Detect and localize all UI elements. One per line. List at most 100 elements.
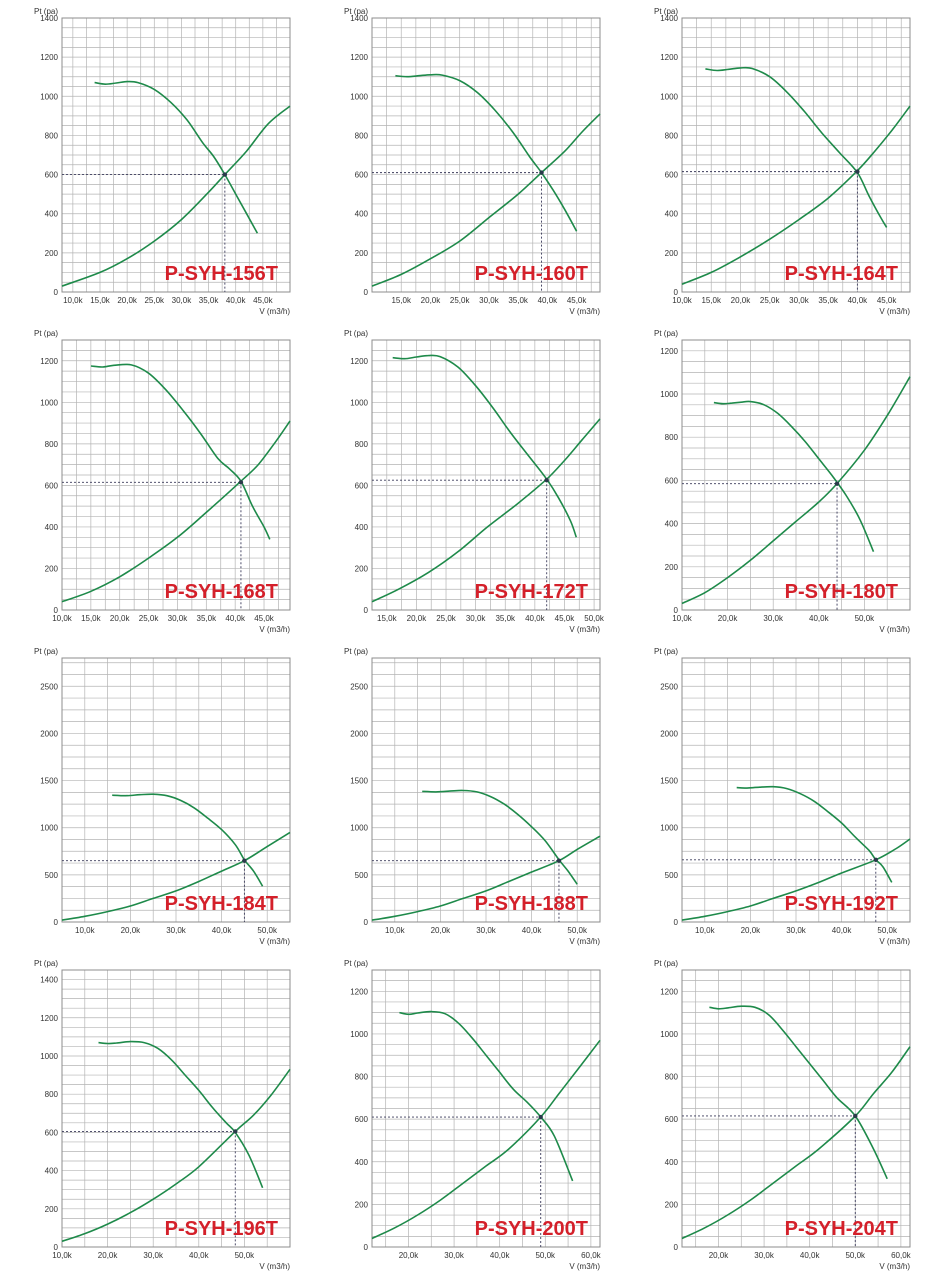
- model-label: P-SYH-168T: [165, 581, 278, 603]
- operating-point-marker: [873, 857, 878, 862]
- x-tick-label: 40,0k: [525, 614, 546, 623]
- fan-curve: [422, 789, 578, 885]
- fan-curve: [395, 73, 578, 232]
- chart-panel-11: 0 200 400 600 800 1000 1200 20,0k 30,0k 40,0k 50,0…: [310, 952, 620, 1277]
- y-tick-label: 1400: [660, 14, 678, 23]
- y-tick-label: 1000: [660, 1030, 678, 1039]
- y-tick-label: 800: [355, 1073, 369, 1082]
- y-tick-label: 0: [54, 288, 59, 297]
- grid: [371, 658, 601, 923]
- x-tick-label: 10,0k: [63, 296, 84, 305]
- x-tick-label: 50,0k: [535, 1251, 556, 1260]
- x-tick-label: 25,0k: [450, 296, 471, 305]
- y-tick-label: 1200: [40, 357, 58, 366]
- operating-point-marker: [556, 858, 562, 863]
- chart-panel-3: 0 200 400 600 800 1000 1200 1400 10,0k 15,0k 20,0k…: [620, 0, 930, 322]
- x-tick-label: 40,0k: [226, 296, 247, 305]
- x-axis-label: V (m3/h): [259, 1262, 290, 1271]
- y-tick-label: 200: [665, 1200, 679, 1209]
- y-tick-label: 800: [45, 131, 59, 140]
- x-tick-label: 30,0k: [754, 1251, 775, 1260]
- x-tick-label: 40,0k: [809, 614, 830, 623]
- y-tick-label: 800: [665, 131, 679, 140]
- x-tick-label: 20,0k: [731, 296, 752, 305]
- chart-panel-2: 0 200 400 600 800 1000 1200 1400 15,0k 20,0k 25,0k…: [310, 0, 620, 322]
- x-tick-label: 10,0k: [52, 1251, 73, 1260]
- chart-svg: 0 200 400 600 800 1000 1200 20,0k 30,0k 40,0k 50,0…: [654, 959, 912, 1271]
- y-tick-label: 600: [355, 171, 369, 180]
- y-tick-label: 400: [665, 1158, 679, 1167]
- x-tick-label: 40,0k: [832, 926, 853, 935]
- chart-panel-9: 0 500 1000 1500 2000 2500 10,0k 20,0k 30,0k 40,0k…: [620, 640, 930, 952]
- y-tick-label: 600: [355, 481, 369, 490]
- x-tick-label: 40,0k: [490, 1251, 511, 1260]
- y-tick-label: 2000: [350, 729, 368, 738]
- x-tick-label: 50,0k: [257, 926, 278, 935]
- y-tick-label: 0: [364, 1243, 369, 1252]
- x-tick-label: 40,0k: [212, 926, 233, 935]
- y-tick-label: 400: [355, 523, 369, 532]
- plot-frame: [371, 339, 601, 611]
- x-tick-label: 15,0k: [391, 296, 412, 305]
- system-curve: [371, 1039, 601, 1240]
- operating-point-marker: [853, 1113, 858, 1119]
- y-tick-label: 1200: [350, 987, 368, 996]
- y-tick-label: 1200: [350, 357, 368, 366]
- chart-panel-7: 0 500 1000 1500 2000 2500 10,0k 20,0k 30,0k 40,0k…: [0, 640, 310, 952]
- grid: [61, 969, 291, 1248]
- x-tick-label: 35,0k: [508, 296, 529, 305]
- y-tick-label: 1000: [660, 92, 678, 101]
- grid: [61, 339, 290, 611]
- plot-frame: [681, 17, 911, 293]
- x-axis-label: V (m3/h): [259, 307, 290, 316]
- plot-frame: [371, 969, 601, 1248]
- y-tick-label: 600: [665, 476, 679, 485]
- operating-point-marker: [538, 1114, 543, 1120]
- x-tick-label: 30,0k: [479, 296, 500, 305]
- chart-panel-8: 0 500 1000 1500 2000 2500 10,0k 20,0k 30,0k 40,0k…: [310, 640, 620, 952]
- x-tick-label: 35,0k: [818, 296, 839, 305]
- y-axis-label: Pt (pa): [34, 959, 58, 968]
- y-tick-label: 0: [364, 918, 369, 927]
- x-tick-label: 30,0k: [763, 614, 784, 623]
- y-tick-label: 0: [54, 606, 59, 615]
- x-tick-label: 30,0k: [786, 926, 807, 935]
- y-tick-label: 600: [45, 171, 59, 180]
- y-tick-label: 0: [674, 918, 679, 927]
- y-axis-label: Pt (pa): [344, 7, 368, 16]
- y-tick-label: 1400: [40, 14, 58, 23]
- operating-point-marker: [544, 477, 549, 483]
- y-tick-label: 400: [355, 1158, 369, 1167]
- y-tick-label: 500: [45, 871, 59, 880]
- x-tick-label: 40,0k: [848, 296, 869, 305]
- x-axis-label: V (m3/h): [259, 937, 290, 946]
- x-tick-label: 20,0k: [407, 614, 428, 623]
- y-tick-label: 600: [45, 481, 59, 490]
- plot-frame: [371, 657, 601, 923]
- grid: [61, 658, 291, 923]
- y-axis-label: Pt (pa): [654, 7, 678, 16]
- y-axis-label: Pt (pa): [34, 7, 58, 16]
- x-tick-label: 30,0k: [466, 614, 487, 623]
- y-tick-label: 200: [665, 563, 679, 572]
- system-curve: [61, 1068, 291, 1243]
- grid: [682, 969, 910, 1248]
- y-tick-label: 200: [45, 249, 59, 258]
- y-tick-label: 1400: [350, 14, 368, 23]
- grid: [681, 658, 911, 923]
- model-label: P-SYH-196T: [165, 1218, 278, 1240]
- chart-panel-10: 0 200 400 600 800 1000 1200 1400 10,0k 20,0k 30,0k…: [0, 952, 310, 1277]
- y-tick-label: 400: [665, 210, 679, 219]
- y-tick-label: 1200: [40, 1014, 58, 1023]
- y-tick-label: 400: [45, 523, 59, 532]
- y-tick-label: 1000: [40, 1052, 58, 1061]
- chart-svg: 0 500 1000 1500 2000 2500 10,0k 20,0k 30,0k 40,0k…: [654, 647, 911, 946]
- y-tick-label: 1200: [660, 347, 678, 356]
- x-tick-label: 60,0k: [581, 1251, 602, 1260]
- y-tick-label: 800: [45, 1090, 59, 1099]
- x-tick-label: 45,0k: [877, 296, 898, 305]
- x-tick-label: 10,0k: [672, 296, 693, 305]
- chart-svg: 0 500 1000 1500 2000 2500 10,0k 20,0k 30,0k 40,0k…: [34, 647, 291, 946]
- y-tick-label: 600: [45, 1128, 59, 1137]
- x-tick-label: 25,0k: [144, 296, 165, 305]
